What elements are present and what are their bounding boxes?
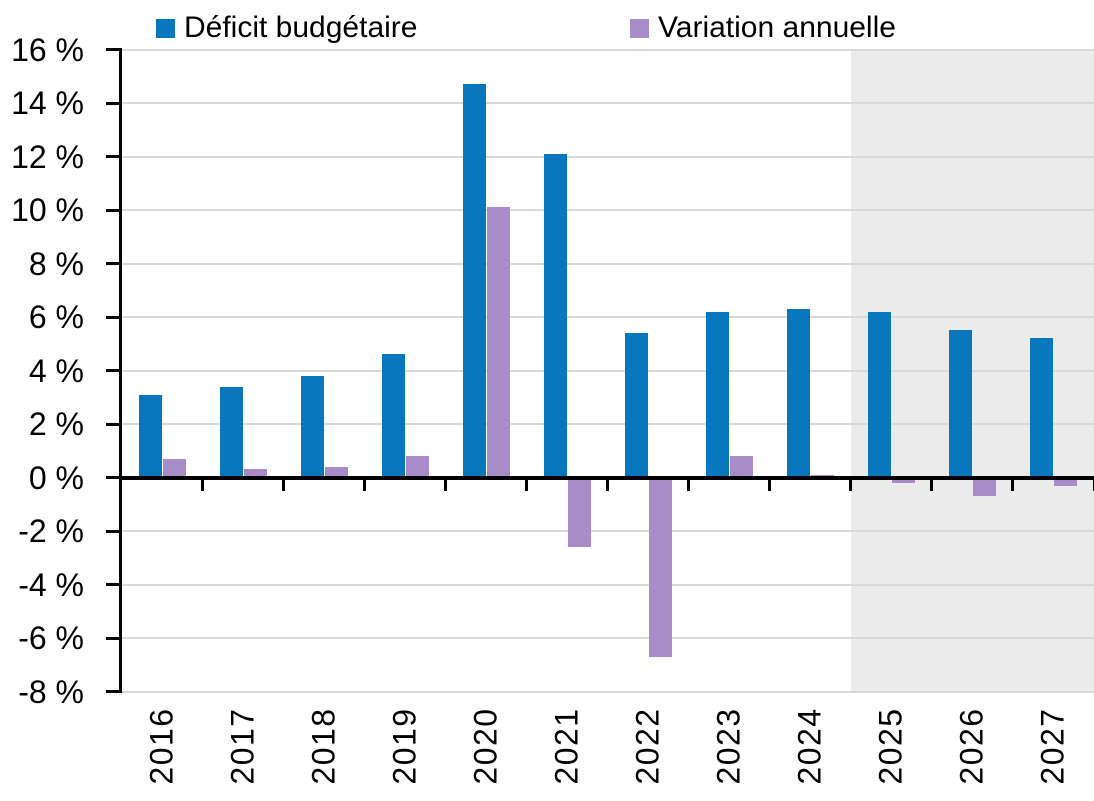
- y-axis-label: -4 %: [18, 566, 84, 603]
- legend-swatch-deficit-budgetaire: [156, 18, 175, 38]
- y-axis-tick: [106, 155, 121, 158]
- x-axis-label-2022: 2022: [629, 707, 666, 785]
- legend-label-variation-annuelle: Variation annuelle: [658, 11, 896, 44]
- gridline-6: [121, 316, 1094, 318]
- y-axis-label: 6 %: [28, 299, 84, 335]
- legend-item-deficit-budgetaire: Déficit budgétaire: [156, 10, 417, 46]
- y-axis-tick: [106, 529, 121, 533]
- y-axis-label: 10 %: [11, 192, 84, 228]
- gridline-4: [121, 369, 1094, 372]
- x-axis-tick: [606, 479, 609, 491]
- x-axis-tick: [849, 479, 853, 491]
- gridline-8: [121, 262, 1094, 265]
- y-axis-label: -2 %: [18, 513, 84, 549]
- bar-variation-annuelle-2020: [486, 207, 510, 478]
- bar-variation-annuelle-2026: [973, 477, 997, 497]
- y-axis-label: 8 %: [28, 245, 84, 282]
- bar-variation-annuelle-2018: [324, 466, 348, 478]
- x-axis-label-2023: 2023: [710, 707, 747, 785]
- y-axis-tick: [106, 315, 121, 319]
- y-axis-tick: [106, 422, 121, 426]
- legend-label-deficit-budgetaire: Déficit budgétaire: [184, 11, 418, 44]
- x-axis-tick: [1092, 479, 1094, 491]
- gridline--2: [121, 530, 1094, 532]
- gridline--4: [121, 583, 1094, 586]
- x-axis-label-2026: 2026: [953, 707, 990, 785]
- y-axis-tick: [106, 101, 121, 105]
- gridline-14: [121, 102, 1094, 104]
- gridline-16: [121, 48, 1094, 51]
- bar-deficit-budgetaire-2023: [706, 311, 730, 478]
- bar-variation-annuelle-2027: [1054, 477, 1078, 486]
- y-axis-tick: [106, 583, 121, 586]
- bar-deficit-budgetaire-2025: [868, 311, 892, 478]
- bar-deficit-budgetaire-2024: [787, 308, 811, 478]
- bar-deficit-budgetaire-2027: [1030, 338, 1054, 478]
- x-axis-label-2019: 2019: [386, 707, 423, 785]
- y-axis-label: 16 %: [11, 31, 84, 68]
- bar-deficit-budgetaire-2021: [543, 153, 567, 478]
- x-axis-label-2016: 2016: [143, 707, 180, 785]
- bar-variation-annuelle-2021: [567, 477, 591, 548]
- y-axis-tick: [106, 690, 121, 693]
- x-axis-label-2021: 2021: [548, 707, 585, 785]
- y-axis-tick: [106, 208, 121, 212]
- bar-variation-annuelle-2023: [730, 456, 754, 478]
- y-axis-label: 0 %: [28, 459, 84, 496]
- y-axis-line: [119, 48, 122, 693]
- y-axis-tick: [106, 369, 121, 372]
- gridline-12: [121, 155, 1094, 158]
- bar-deficit-budgetaire-2019: [381, 354, 405, 478]
- bar-deficit-budgetaire-2016: [138, 394, 162, 478]
- bar-deficit-budgetaire-2026: [949, 330, 973, 478]
- bar-variation-annuelle-2025: [892, 477, 916, 483]
- legend-item-variation-annuelle: Variation annuelle: [630, 10, 896, 46]
- x-axis-tick: [200, 479, 204, 491]
- bar-variation-annuelle-2019: [405, 456, 429, 478]
- y-axis-tick: [106, 48, 121, 51]
- y-axis-tick: [106, 476, 121, 479]
- bar-deficit-budgetaire-2018: [300, 375, 324, 478]
- y-axis-label: 14 %: [11, 85, 84, 121]
- bar-deficit-budgetaire-2020: [462, 84, 486, 478]
- x-axis-tick: [281, 479, 285, 491]
- x-axis-label-2024: 2024: [791, 707, 828, 785]
- y-axis-label: -6 %: [18, 620, 84, 656]
- bar-variation-annuelle-2017: [243, 469, 267, 478]
- bar-deficit-budgetaire-2017: [219, 386, 243, 478]
- x-axis-zero-line: [121, 475, 1094, 480]
- x-axis-tick: [768, 479, 772, 491]
- gridline--6: [121, 637, 1094, 639]
- x-axis-tick: [443, 479, 447, 491]
- x-axis-tick: [524, 479, 528, 491]
- x-axis-label-2018: 2018: [305, 707, 342, 785]
- x-axis-tick: [687, 479, 691, 491]
- bar-variation-annuelle-2016: [162, 458, 186, 478]
- x-axis-label-2027: 2027: [1034, 707, 1071, 785]
- y-axis-label: 4 %: [28, 352, 84, 389]
- x-axis-label-2025: 2025: [872, 707, 909, 785]
- bar-deficit-budgetaire-2022: [625, 333, 649, 478]
- y-axis-label: 2 %: [28, 406, 84, 442]
- x-axis-tick: [362, 479, 366, 491]
- x-axis-label-2017: 2017: [224, 707, 261, 785]
- legend-swatch-variation-annuelle: [630, 18, 649, 38]
- bar-variation-annuelle-2022: [649, 477, 673, 657]
- x-axis-tick: [1011, 479, 1015, 491]
- x-axis-tick: [930, 479, 934, 491]
- gridline-10: [121, 209, 1094, 211]
- x-axis-label-2020: 2020: [467, 707, 504, 785]
- y-axis-tick: [106, 262, 121, 265]
- y-axis-label: -8 %: [18, 673, 84, 710]
- gridline-2: [121, 423, 1094, 425]
- gridline--8: [121, 690, 1094, 693]
- y-axis-tick: [106, 636, 121, 640]
- y-axis-label: 12 %: [11, 138, 84, 175]
